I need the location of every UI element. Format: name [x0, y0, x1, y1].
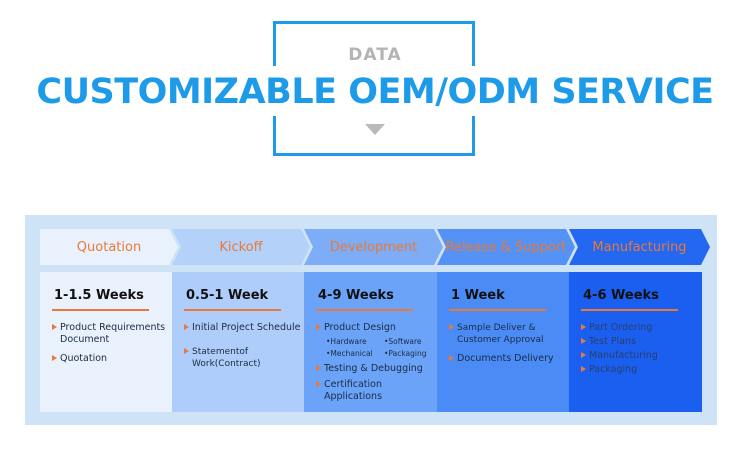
list-item: Product Design — [316, 322, 437, 334]
stage-column-kickoff: 0.5-1 Week Initial Project Schedule Stat… — [172, 272, 304, 412]
divider — [581, 309, 678, 311]
stage-column-quotation: 1-1.5 Weeks Product Requirements Documen… — [40, 272, 172, 412]
stage-header-kickoff: Kickoff — [172, 229, 310, 265]
stage-header-quotation: Quotation — [40, 229, 178, 265]
list-item: Packaging — [581, 364, 702, 376]
sub-item: •Software — [384, 337, 422, 346]
duration: 1-1.5 Weeks — [54, 288, 144, 303]
list-item: Manufacturing — [581, 350, 702, 362]
list-item: Quotation — [52, 353, 172, 365]
list-item: Certification Applications — [316, 379, 437, 403]
stage-column-release: 1 Week Sample Deliver & Customer Approva… — [437, 272, 569, 412]
divider — [52, 309, 149, 311]
list-item: Testing & Debugging — [316, 363, 437, 375]
duration: 0.5-1 Week — [186, 288, 269, 303]
sub-item: •Hardware — [326, 337, 367, 346]
duration: 1 Week — [451, 288, 505, 303]
sub-item: •Mechanical — [326, 349, 373, 358]
kicker: DATA — [348, 45, 402, 65]
divider — [449, 309, 546, 311]
stage-column-manufacturing: 4-6 Weeks Part Ordering Test Plans Manuf… — [569, 272, 702, 412]
page-title: CUSTOMIZABLE OEM/ODM SERVICE — [36, 72, 714, 112]
list-item: Test Plans — [581, 336, 702, 348]
stage-column-development: 4-9 Weeks Product Design •Hardware •Soft… — [304, 272, 437, 412]
list-item: Initial Project Schedule — [184, 322, 304, 334]
process-panel: Quotation Kickoff Development Release & … — [25, 215, 717, 425]
duration: 4-9 Weeks — [318, 288, 394, 303]
list-item: Product Requirements Document — [52, 322, 172, 346]
list-item: Part Ordering — [581, 322, 702, 334]
stage-header-development: Development — [304, 229, 443, 265]
divider — [184, 309, 281, 311]
sub-list: •Hardware •Software •Mechanical •Packagi… — [316, 336, 437, 360]
title-backdrop — [55, 66, 695, 116]
divider — [316, 309, 413, 311]
list-item: Documents Delivery — [449, 353, 569, 365]
sub-item: •Packaging — [384, 349, 427, 358]
stage-header-manufacturing: Manufacturing — [569, 229, 710, 265]
triangle-down-icon — [365, 124, 385, 135]
stage-header-release: Release & Support — [437, 229, 575, 265]
list-item: Statementof Work(Contract) — [184, 346, 304, 370]
duration: 4-6 Weeks — [583, 288, 659, 303]
list-item: Sample Deliver & Customer Approval — [449, 322, 569, 346]
